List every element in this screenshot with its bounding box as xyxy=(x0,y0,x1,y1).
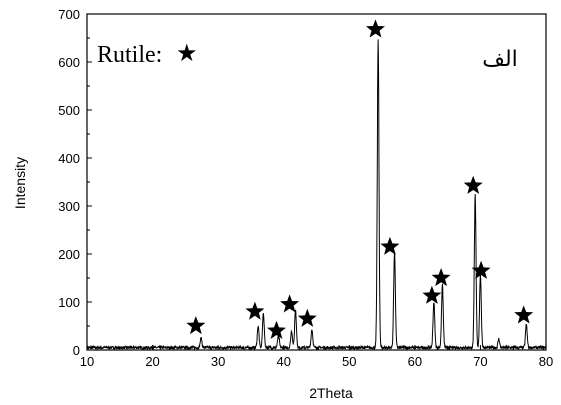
x-axis-title: 2Theta xyxy=(309,385,353,401)
x-tick-label: 70 xyxy=(473,354,487,369)
x-tick-label: 40 xyxy=(276,354,290,369)
rutile-star-icon xyxy=(471,260,491,279)
rutile-star-icon xyxy=(431,268,451,287)
rutile-markers xyxy=(186,19,534,339)
tick-labels: 10 20 30 40 50 60 70 80 0 100 200 300 400 500 600 700 xyxy=(58,7,553,369)
y-tick-label: 600 xyxy=(58,55,80,70)
x-tick-label: 50 xyxy=(342,354,356,369)
y-tick-label: 0 xyxy=(73,343,80,358)
rutile-star-icon xyxy=(245,301,265,320)
rutile-star-icon xyxy=(297,308,317,327)
rutile-star-icon xyxy=(514,305,534,324)
legend-label: Rutile: xyxy=(97,42,162,68)
legend: Rutile: ★ xyxy=(97,41,198,68)
rutile-star-icon xyxy=(422,285,442,304)
x-tick-label: 10 xyxy=(80,354,94,369)
y-tick-label: 700 xyxy=(58,7,80,22)
rutile-star-icon xyxy=(366,19,385,38)
series-line-intensity xyxy=(86,39,547,351)
y-tick-label: 200 xyxy=(58,247,80,262)
y-tick-label: 300 xyxy=(58,199,80,214)
rutile-star-icon xyxy=(280,294,300,313)
plot-frame xyxy=(86,13,547,351)
x-tick-label: 80 xyxy=(539,354,553,369)
y-tick-label: 500 xyxy=(58,103,80,118)
legend-star-icon: ★ xyxy=(176,41,198,67)
rutile-star-icon xyxy=(186,316,206,335)
rutile-star-icon xyxy=(267,320,286,339)
y-tick-label: 400 xyxy=(58,151,80,166)
y-axis-title: Intensity xyxy=(12,157,28,209)
x-tick-label: 20 xyxy=(145,354,159,369)
corner-label: الف xyxy=(482,47,518,72)
rutile-star-icon xyxy=(380,236,400,255)
rutile-star-icon xyxy=(463,175,483,194)
y-tick-label: 100 xyxy=(58,295,80,310)
x-tick-label: 60 xyxy=(408,354,422,369)
x-tick-label: 30 xyxy=(211,354,225,369)
